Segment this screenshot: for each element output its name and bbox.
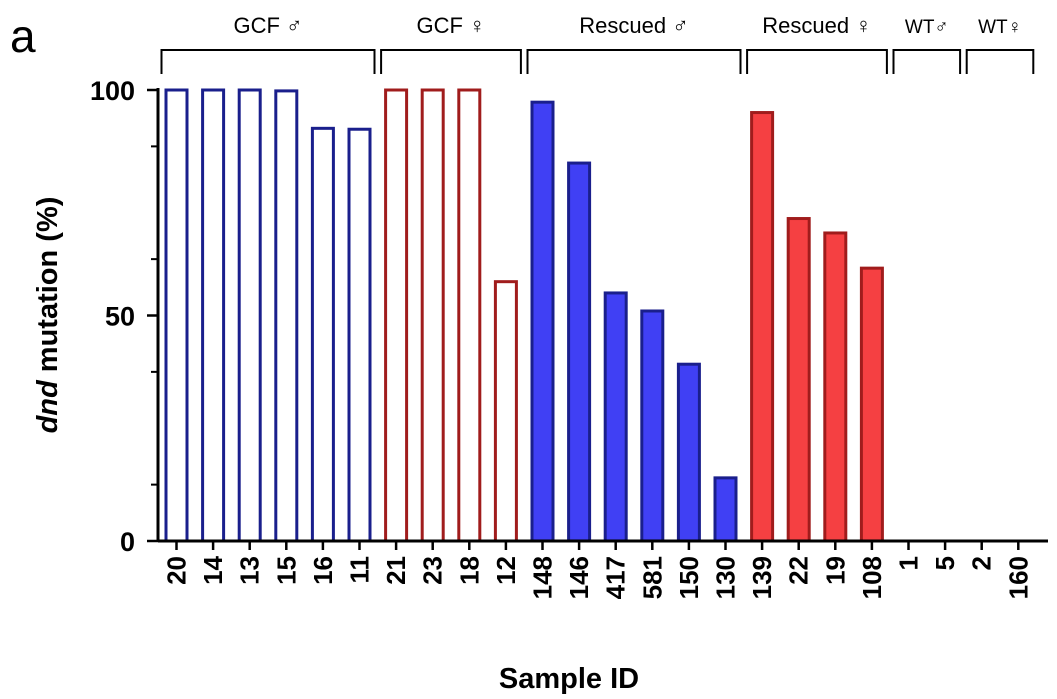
bar-18 (457, 88, 482, 543)
group-brackets: GCF ♂ GCF ♀ Rescued ♂ Rescued ♀ WT♂ WT♀ (160, 13, 1035, 74)
x-tick-label: 23 (418, 556, 448, 585)
bar-108 (859, 266, 884, 543)
x-tick-label: 22 (784, 556, 814, 585)
group-label: WT♀ (978, 17, 1022, 38)
group-bracket (526, 49, 742, 74)
x-tick-label: 160 (1003, 556, 1033, 599)
group-bracket (380, 49, 522, 74)
bar-21 (384, 88, 409, 543)
x-tick-label: 146 (564, 556, 594, 599)
y-tick-label: 0 (120, 527, 135, 557)
group-bracket (160, 49, 376, 74)
bar-12 (493, 280, 518, 543)
y-axis-title-rest: mutation (%) (32, 197, 64, 381)
bar-13 (237, 88, 262, 543)
bar-417 (603, 291, 628, 543)
x-tick-label: 5 (930, 556, 960, 570)
x-tick-label: 12 (491, 556, 521, 585)
bar-22 (786, 217, 811, 543)
bar-581 (640, 309, 665, 543)
x-tick-label: 15 (271, 556, 301, 585)
group-bracket (892, 49, 962, 74)
x-tick-label: 1 (894, 556, 924, 570)
bar-11 (347, 127, 372, 543)
panel-label: a (10, 10, 36, 62)
group-label: GCF ♂ (233, 13, 302, 38)
x-tick-label: 108 (857, 556, 887, 599)
bar-19 (823, 231, 848, 543)
x-tick-label: 16 (308, 556, 338, 585)
bar-148 (530, 100, 555, 543)
x-tick-label: 139 (747, 556, 777, 599)
bar-150 (676, 362, 701, 543)
x-tick-label: 130 (711, 556, 741, 599)
group-label: GCF ♀ (416, 13, 485, 38)
x-tick-label: 20 (162, 556, 192, 585)
x-tick-label: 13 (235, 556, 265, 585)
group-label: Rescued ♂ (579, 13, 688, 38)
x-tick-label: 148 (528, 556, 558, 599)
bar-15 (274, 89, 299, 543)
x-axis-title: Sample ID (499, 663, 639, 695)
x-tick-label: 417 (601, 556, 631, 599)
y-tick-label: 100 (90, 76, 135, 106)
bar-23 (420, 88, 445, 543)
x-tick-label: 2 (967, 556, 997, 570)
x-tick-label: 19 (820, 556, 850, 585)
group-label: Rescued ♀ (762, 13, 871, 38)
group-label: WT♂ (905, 17, 949, 38)
group-bracket (965, 49, 1035, 74)
bars (164, 88, 884, 543)
group-bracket (746, 49, 888, 74)
y-axis-title-italic: dnd (32, 379, 64, 433)
bar-139 (750, 111, 775, 543)
x-tick-label: 14 (198, 555, 228, 584)
bar-14 (201, 88, 226, 543)
x-tick-label: 18 (454, 556, 484, 585)
bar-146 (567, 161, 592, 543)
x-tick-label: 150 (674, 556, 704, 599)
bar-16 (310, 126, 335, 543)
x-tick-label: 11 (345, 556, 375, 584)
x-tick-label: 21 (381, 556, 411, 585)
x-ticks: 20 14 13 15 16 11 21 23 18 12 148 146 417 581 150 130 13… (162, 541, 1033, 599)
bar-130 (713, 476, 738, 543)
y-tick-label: 50 (105, 302, 135, 332)
x-tick-label: 581 (637, 556, 667, 599)
y-axis-title: dnd mutation (%) (32, 197, 64, 434)
bar-20 (164, 88, 189, 543)
y-ticks: 0 50 100 (90, 76, 158, 557)
